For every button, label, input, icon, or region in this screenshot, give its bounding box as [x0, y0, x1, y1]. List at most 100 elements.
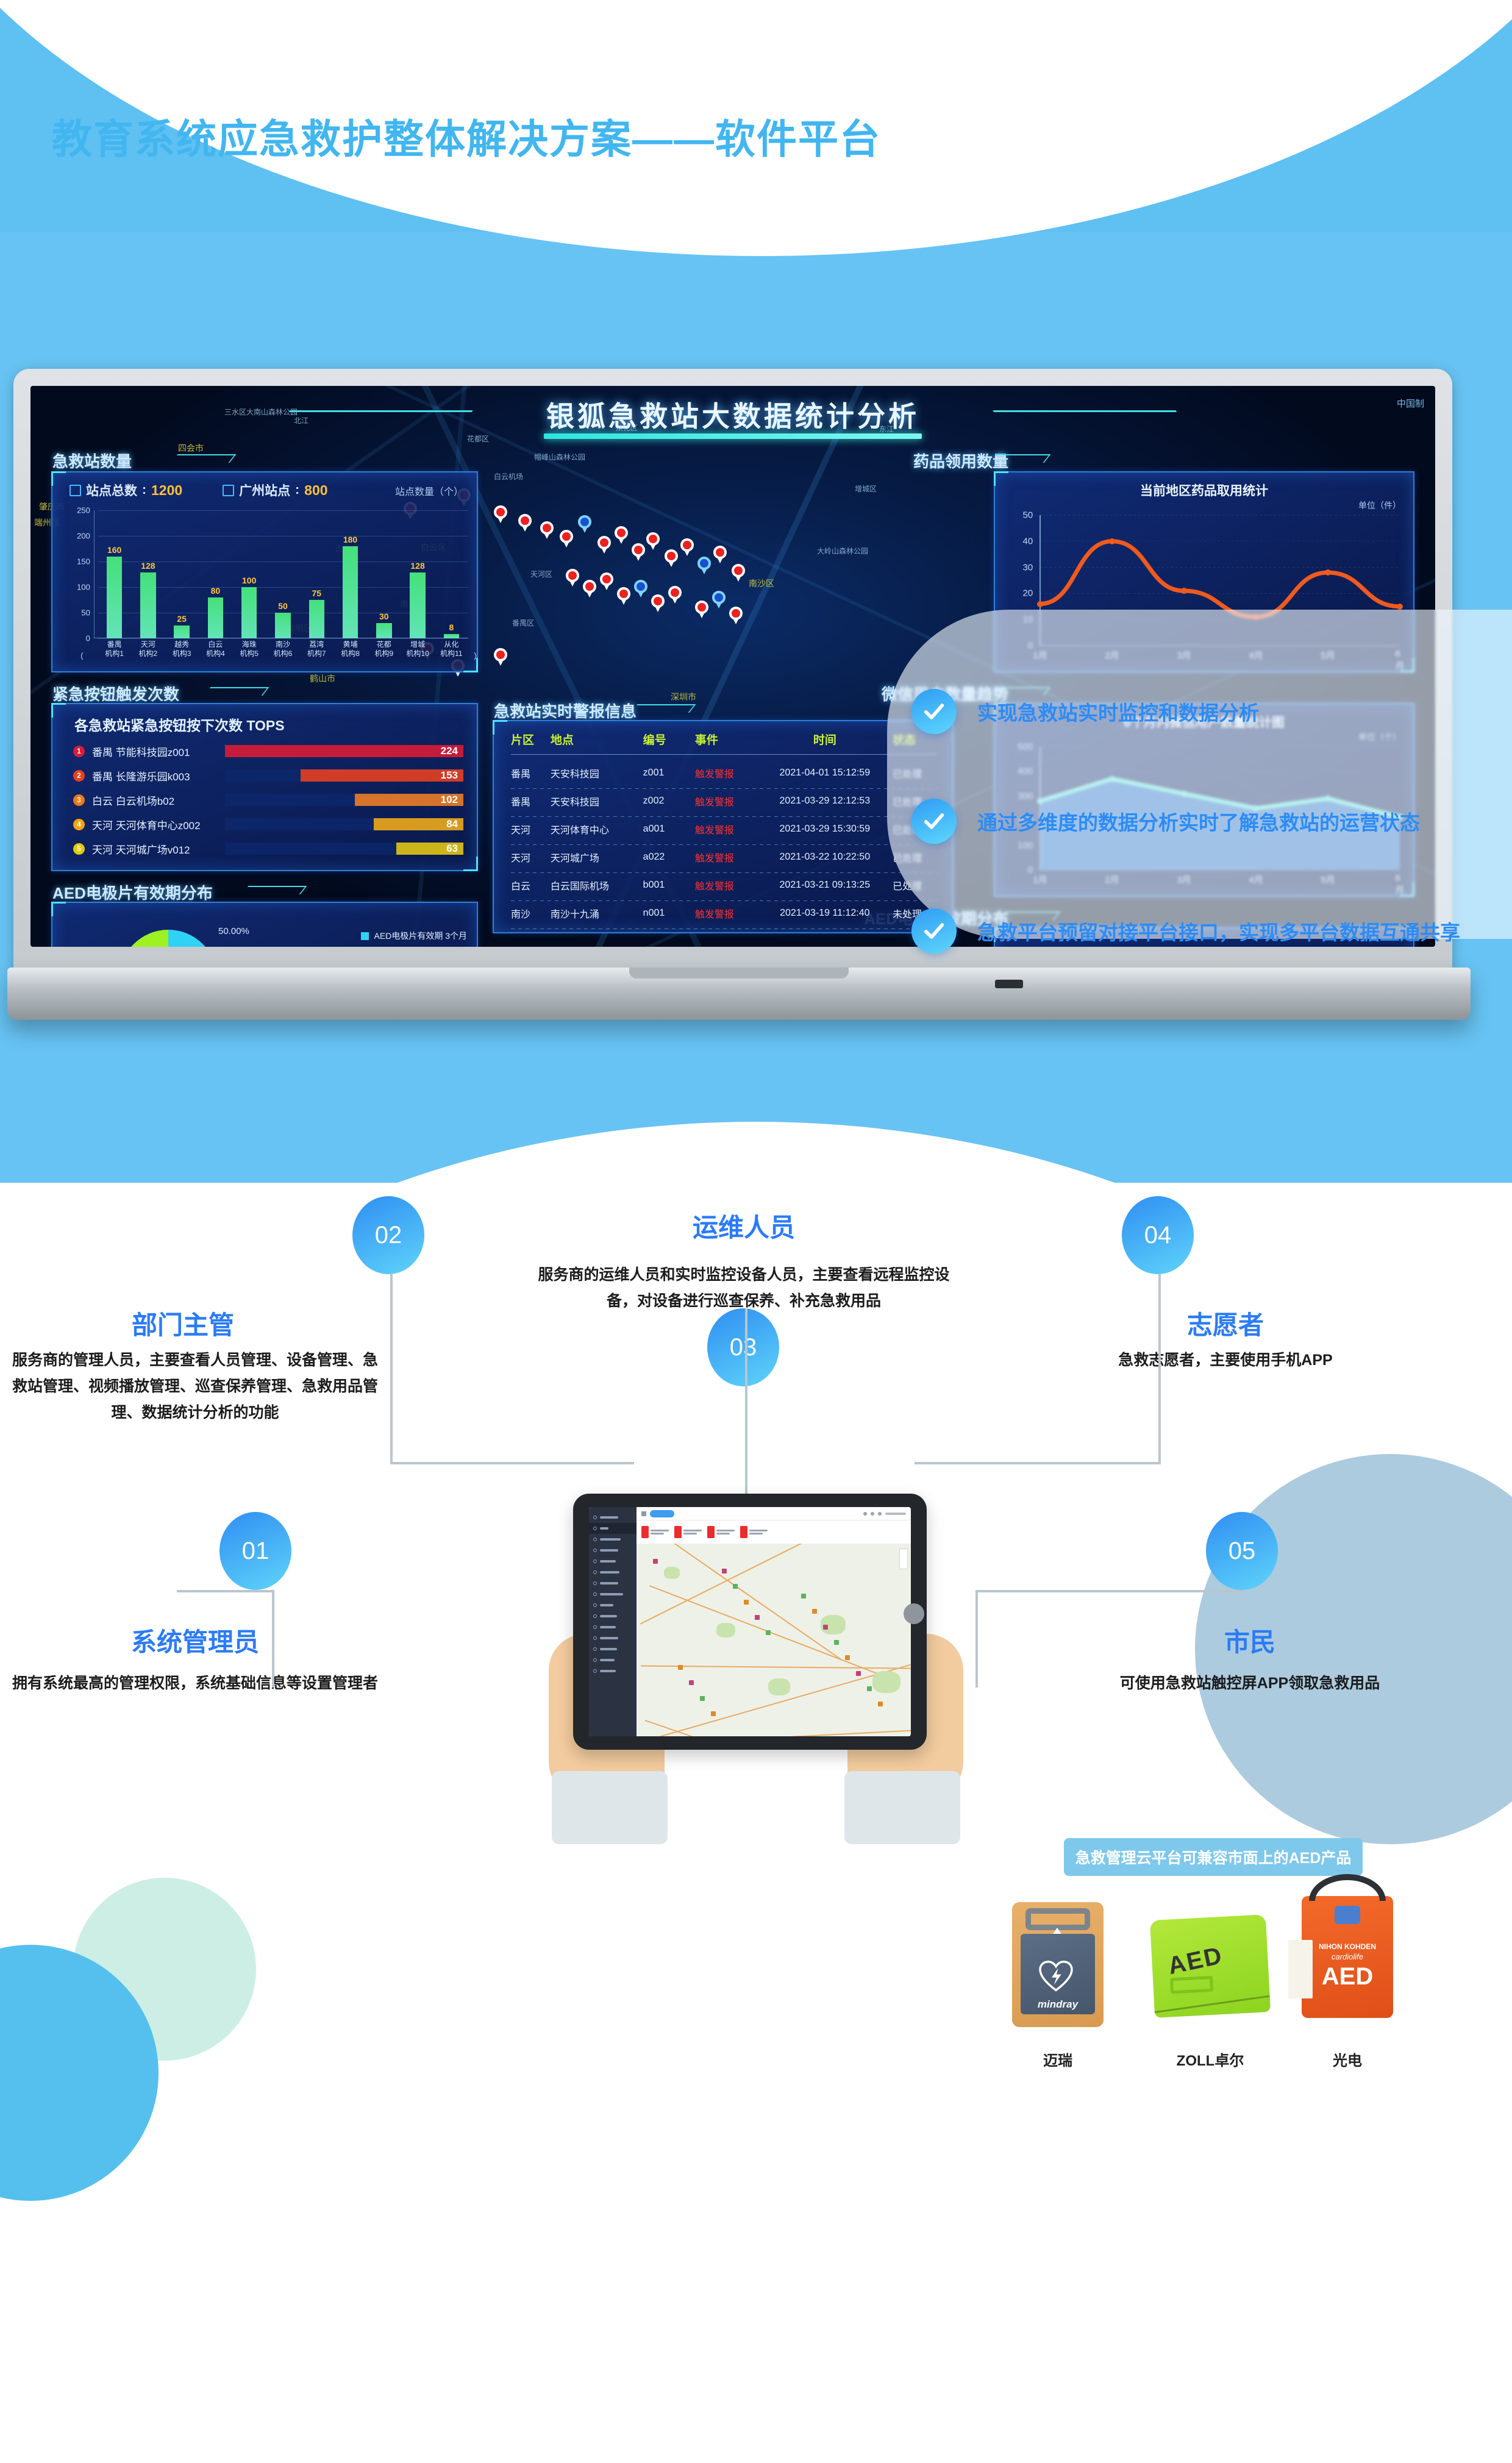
user-icon[interactable]	[863, 1512, 867, 1516]
tablet-sidebar-item[interactable]	[589, 1622, 637, 1633]
map-marker[interactable]	[845, 1655, 850, 1660]
map-pin[interactable]	[518, 514, 532, 532]
map-pin[interactable]	[600, 572, 613, 591]
map-pin[interactable]	[566, 569, 579, 587]
row-divider	[511, 844, 938, 845]
table-row[interactable]: 番禺天安科技园z001触发警报2021-04-01 15:12:59已处理	[511, 764, 938, 782]
tablet-map[interactable]	[637, 1544, 911, 1736]
tablet-sidebar-item[interactable]	[589, 1611, 637, 1622]
tablet-sidebar-item[interactable]	[589, 1512, 637, 1523]
map-pin[interactable]	[713, 546, 727, 564]
map-pin[interactable]	[615, 526, 628, 544]
refresh-icon[interactable]	[878, 1512, 882, 1516]
map-marker[interactable]	[689, 1680, 694, 1685]
bar-fill	[410, 572, 425, 638]
tablet-sidebar-item[interactable]	[589, 1578, 637, 1589]
map-marker[interactable]	[722, 1569, 727, 1574]
table-row[interactable]: 番禺天安科技园z002触发警报2021-03-29 12:12:53已处理	[511, 792, 938, 810]
menu-icon[interactable]	[641, 1511, 646, 1516]
cell-code: n001	[643, 908, 695, 919]
checkmark-glyph	[922, 919, 946, 943]
map-pin[interactable]	[729, 607, 743, 625]
electrode-pct-0: 50.00%	[218, 926, 249, 936]
tablet-sidebar-item[interactable]	[589, 1545, 637, 1556]
map-pin[interactable]	[697, 557, 711, 575]
map-pin[interactable]	[646, 532, 660, 551]
bar-xlabel: 番禺 机构1	[105, 640, 124, 658]
table-row[interactable]: 天河天河城广场a022触发警报2021-03-22 10:22:50已处理	[511, 848, 938, 866]
map-pin[interactable]	[632, 543, 645, 561]
map-marker[interactable]	[834, 1640, 839, 1645]
table-row[interactable]: 南沙 南沙十九涌 n001 触发警报 2021-03-19 11:12:40 未处理	[511, 904, 938, 922]
map-pin[interactable]	[540, 521, 554, 540]
map-marker[interactable]	[878, 1702, 883, 1706]
tablet-stat-card[interactable]	[674, 1526, 702, 1538]
tablet-sidebar-item[interactable]	[589, 1556, 637, 1567]
tablet-stat-card[interactable]	[740, 1526, 768, 1538]
map-marker[interactable]	[678, 1665, 683, 1670]
map-pin[interactable]	[578, 515, 591, 533]
sidebar-item-label	[600, 1637, 618, 1639]
sleeve-left	[552, 1771, 668, 1844]
pin-tail	[701, 568, 707, 574]
role-number-05[interactable]: 05	[1206, 1512, 1278, 1590]
map-pin[interactable]	[560, 530, 573, 548]
map-pin[interactable]	[668, 586, 682, 604]
bar-fill	[208, 597, 223, 638]
map-pin[interactable]	[494, 505, 507, 524]
rank-badge: 2	[73, 770, 85, 782]
map-marker[interactable]	[856, 1671, 861, 1676]
pin-dot	[602, 575, 611, 583]
top5-row: 1 番禺 节能科技园z001 224	[73, 743, 463, 759]
role-number-02[interactable]: 02	[352, 1196, 424, 1274]
tablet-sidebar-item[interactable]	[589, 1600, 637, 1611]
bell-icon[interactable]	[871, 1512, 874, 1516]
map-pin[interactable]	[651, 594, 665, 613]
map-pin[interactable]	[665, 549, 678, 568]
tablet-stat-card[interactable]	[641, 1526, 669, 1538]
map-marker[interactable]	[653, 1559, 658, 1564]
map-marker[interactable]	[823, 1625, 828, 1630]
role-number-03[interactable]: 03	[707, 1308, 779, 1386]
sidebar-bullet-icon	[593, 1625, 597, 1629]
tablet-sidebar-item[interactable]	[589, 1567, 637, 1578]
map-pin[interactable]	[597, 536, 611, 554]
map-marker[interactable]	[755, 1615, 760, 1620]
map-pin[interactable]	[583, 580, 596, 598]
tablet-active-tab[interactable]	[650, 1510, 674, 1517]
tablet-stat-card[interactable]	[707, 1526, 735, 1538]
tablet-sidebar-item[interactable]	[589, 1655, 637, 1666]
pin-tail	[497, 517, 504, 523]
table-row[interactable]: 天河天河体育中心a001触发警报2021-03-29 15:30:59已处理	[511, 820, 938, 838]
map-marker[interactable]	[766, 1630, 771, 1635]
map-pin[interactable]	[712, 591, 726, 609]
tablet-sidebar-item[interactable]	[589, 1589, 637, 1600]
tablet-sidebar[interactable]	[589, 1507, 637, 1736]
map-pin[interactable]	[695, 601, 708, 619]
tablet-home-button[interactable]	[904, 1603, 924, 1624]
tablet-sidebar-item[interactable]	[589, 1523, 637, 1534]
map-pin[interactable]	[494, 648, 507, 666]
map-pin[interactable]	[617, 587, 630, 605]
tablet-sidebar-item[interactable]	[589, 1534, 637, 1545]
map-marker[interactable]	[812, 1609, 817, 1614]
map-marker[interactable]	[733, 1584, 738, 1589]
aed-device-mindray: mindray	[1012, 1902, 1104, 2027]
map-marker[interactable]	[744, 1600, 749, 1605]
tablet-sidebar-item[interactable]	[589, 1644, 637, 1655]
tablet-sidebar-item[interactable]	[589, 1666, 637, 1677]
map-pin[interactable]	[680, 538, 694, 557]
map-zoom-controls[interactable]	[899, 1549, 908, 1569]
table-row[interactable]: 白云 白云国际机场 b001 触发警报 2021-03-21 09:13:25 已处理	[511, 876, 938, 894]
map-marker[interactable]	[867, 1686, 872, 1691]
map-marker[interactable]	[700, 1696, 705, 1701]
role-number-04[interactable]: 04	[1122, 1196, 1194, 1274]
cell-code: z001	[643, 768, 695, 779]
sidebar-item-label	[600, 1538, 621, 1541]
map-pin[interactable]	[732, 564, 745, 582]
role-number-01[interactable]: 01	[219, 1512, 291, 1590]
map-marker[interactable]	[711, 1711, 716, 1716]
map-marker[interactable]	[801, 1594, 806, 1599]
tablet-sidebar-item[interactable]	[589, 1633, 637, 1644]
map-pin[interactable]	[634, 580, 647, 598]
